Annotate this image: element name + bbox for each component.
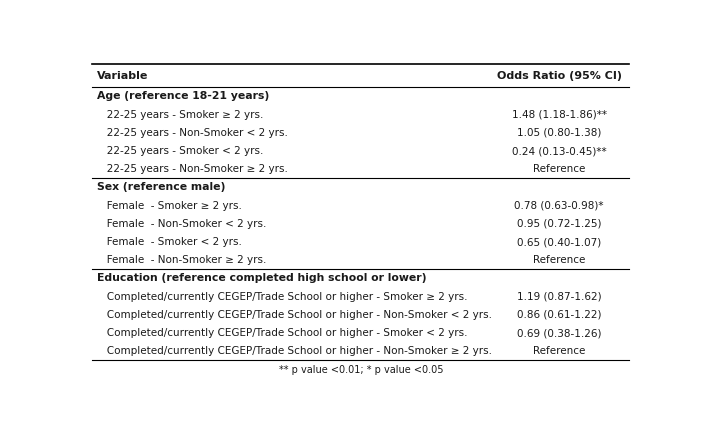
Text: 0.65 (0.40-1.07): 0.65 (0.40-1.07) xyxy=(517,237,601,247)
Text: Female  - Non-Smoker ≥ 2 yrs.: Female - Non-Smoker ≥ 2 yrs. xyxy=(96,255,266,265)
Text: Completed/currently CEGEP/Trade School or higher - Non-Smoker ≥ 2 yrs.: Completed/currently CEGEP/Trade School o… xyxy=(96,346,491,356)
Text: 0.78 (0.63-0.98)*: 0.78 (0.63-0.98)* xyxy=(515,201,604,211)
Text: 22-25 years - Smoker ≥ 2 yrs.: 22-25 years - Smoker ≥ 2 yrs. xyxy=(96,110,263,120)
Text: Odds Ratio (95% CI): Odds Ratio (95% CI) xyxy=(496,71,622,81)
Text: 0.24 (0.13-0.45)**: 0.24 (0.13-0.45)** xyxy=(512,146,606,156)
Text: Completed/currently CEGEP/Trade School or higher - Smoker < 2 yrs.: Completed/currently CEGEP/Trade School o… xyxy=(96,328,467,338)
Text: ** p value <0.01; * p value <0.05: ** p value <0.01; * p value <0.05 xyxy=(279,365,443,375)
Text: Completed/currently CEGEP/Trade School or higher - Smoker ≥ 2 yrs.: Completed/currently CEGEP/Trade School o… xyxy=(96,292,467,302)
Text: 22-25 years - Non-Smoker ≥ 2 yrs.: 22-25 years - Non-Smoker ≥ 2 yrs. xyxy=(96,164,288,174)
Text: Female  - Non-Smoker < 2 yrs.: Female - Non-Smoker < 2 yrs. xyxy=(96,219,266,229)
Text: 22-25 years - Non-Smoker < 2 yrs.: 22-25 years - Non-Smoker < 2 yrs. xyxy=(96,128,288,138)
Text: 1.19 (0.87-1.62): 1.19 (0.87-1.62) xyxy=(517,292,601,302)
Text: Sex (reference male): Sex (reference male) xyxy=(96,183,225,192)
Text: Variable: Variable xyxy=(96,71,148,81)
Text: Reference: Reference xyxy=(533,255,585,265)
Text: 22-25 years - Smoker < 2 yrs.: 22-25 years - Smoker < 2 yrs. xyxy=(96,146,263,156)
Text: 0.86 (0.61-1.22): 0.86 (0.61-1.22) xyxy=(517,310,601,320)
Text: Female  - Smoker < 2 yrs.: Female - Smoker < 2 yrs. xyxy=(96,237,241,247)
Text: Female  - Smoker ≥ 2 yrs.: Female - Smoker ≥ 2 yrs. xyxy=(96,201,241,211)
Text: Completed/currently CEGEP/Trade School or higher - Non-Smoker < 2 yrs.: Completed/currently CEGEP/Trade School o… xyxy=(96,310,491,320)
Text: 1.48 (1.18-1.86)**: 1.48 (1.18-1.86)** xyxy=(512,110,607,120)
Text: 0.69 (0.38-1.26): 0.69 (0.38-1.26) xyxy=(517,328,601,338)
Text: 1.05 (0.80-1.38): 1.05 (0.80-1.38) xyxy=(517,128,601,138)
Text: Reference: Reference xyxy=(533,346,585,356)
Text: Education (reference completed high school or lower): Education (reference completed high scho… xyxy=(96,273,426,283)
Text: Reference: Reference xyxy=(533,164,585,174)
Text: 0.95 (0.72-1.25): 0.95 (0.72-1.25) xyxy=(517,219,601,229)
Text: Age (reference 18-21 years): Age (reference 18-21 years) xyxy=(96,92,269,102)
